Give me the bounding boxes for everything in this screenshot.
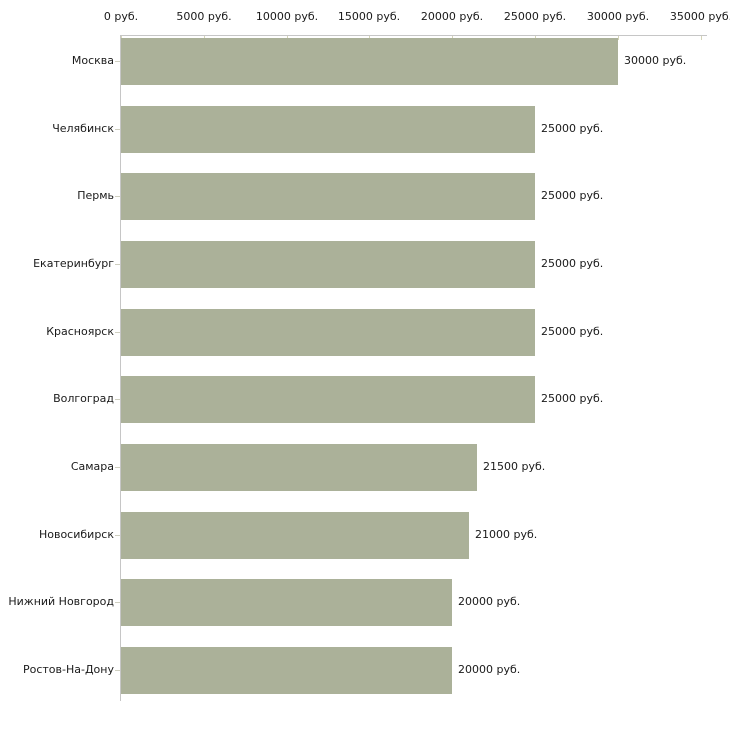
category-tick-mark [115, 602, 120, 603]
value-label: 25000 руб. [541, 392, 604, 405]
bar [121, 647, 452, 694]
category-tick-mark [115, 332, 120, 333]
category-label: Самара [70, 460, 114, 473]
x-axis-tick-label: 0 руб. [103, 10, 139, 23]
bar [121, 579, 452, 626]
x-axis-tick-label: 25000 руб. [503, 10, 567, 23]
value-label: 25000 руб. [541, 122, 604, 135]
bar [121, 444, 477, 491]
value-label: 21500 руб. [483, 460, 546, 473]
bar [121, 173, 535, 220]
category-tick-mark [115, 129, 120, 130]
value-label: 25000 руб. [541, 189, 604, 202]
category-label: Москва [71, 54, 114, 67]
bar [121, 512, 469, 559]
category-label: Пермь [77, 189, 114, 202]
x-axis-tick-mark [701, 36, 702, 40]
x-axis-tick-label: 30000 руб. [586, 10, 650, 23]
value-label: 21000 руб. [475, 528, 538, 541]
category-tick-mark [115, 399, 120, 400]
bar [121, 38, 618, 85]
category-tick-mark [115, 467, 120, 468]
value-label: 25000 руб. [541, 257, 604, 270]
category-tick-mark [115, 61, 120, 62]
category-label: Челябинск [52, 122, 114, 135]
category-tick-mark [115, 670, 120, 671]
category-tick-mark [115, 264, 120, 265]
category-label: Екатеринбург [33, 257, 114, 270]
x-axis-tick-label: 5000 руб. [176, 10, 232, 23]
x-axis-tick-label: 15000 руб. [337, 10, 401, 23]
x-axis-tick-label: 10000 руб. [255, 10, 319, 23]
category-label: Нижний Новгород [8, 595, 114, 608]
category-label: Новосибирск [38, 528, 114, 541]
x-axis-line [120, 35, 707, 36]
category-tick-mark [115, 196, 120, 197]
y-axis-line [120, 35, 121, 701]
bar [121, 241, 535, 288]
x-axis-tick-label: 20000 руб. [420, 10, 484, 23]
bar [121, 106, 535, 153]
value-label: 20000 руб. [458, 663, 521, 676]
x-axis-tick-mark [618, 36, 619, 40]
value-label: 20000 руб. [458, 595, 521, 608]
value-label: 30000 руб. [624, 54, 687, 67]
category-label: Волгоград [53, 392, 114, 405]
category-label: Красноярск [46, 325, 114, 338]
x-axis-tick-label: 35000 руб. [669, 10, 730, 23]
category-label: Ростов-На-Дону [22, 663, 114, 676]
category-tick-mark [115, 535, 120, 536]
bar [121, 309, 535, 356]
bar [121, 376, 535, 423]
value-label: 25000 руб. [541, 325, 604, 338]
